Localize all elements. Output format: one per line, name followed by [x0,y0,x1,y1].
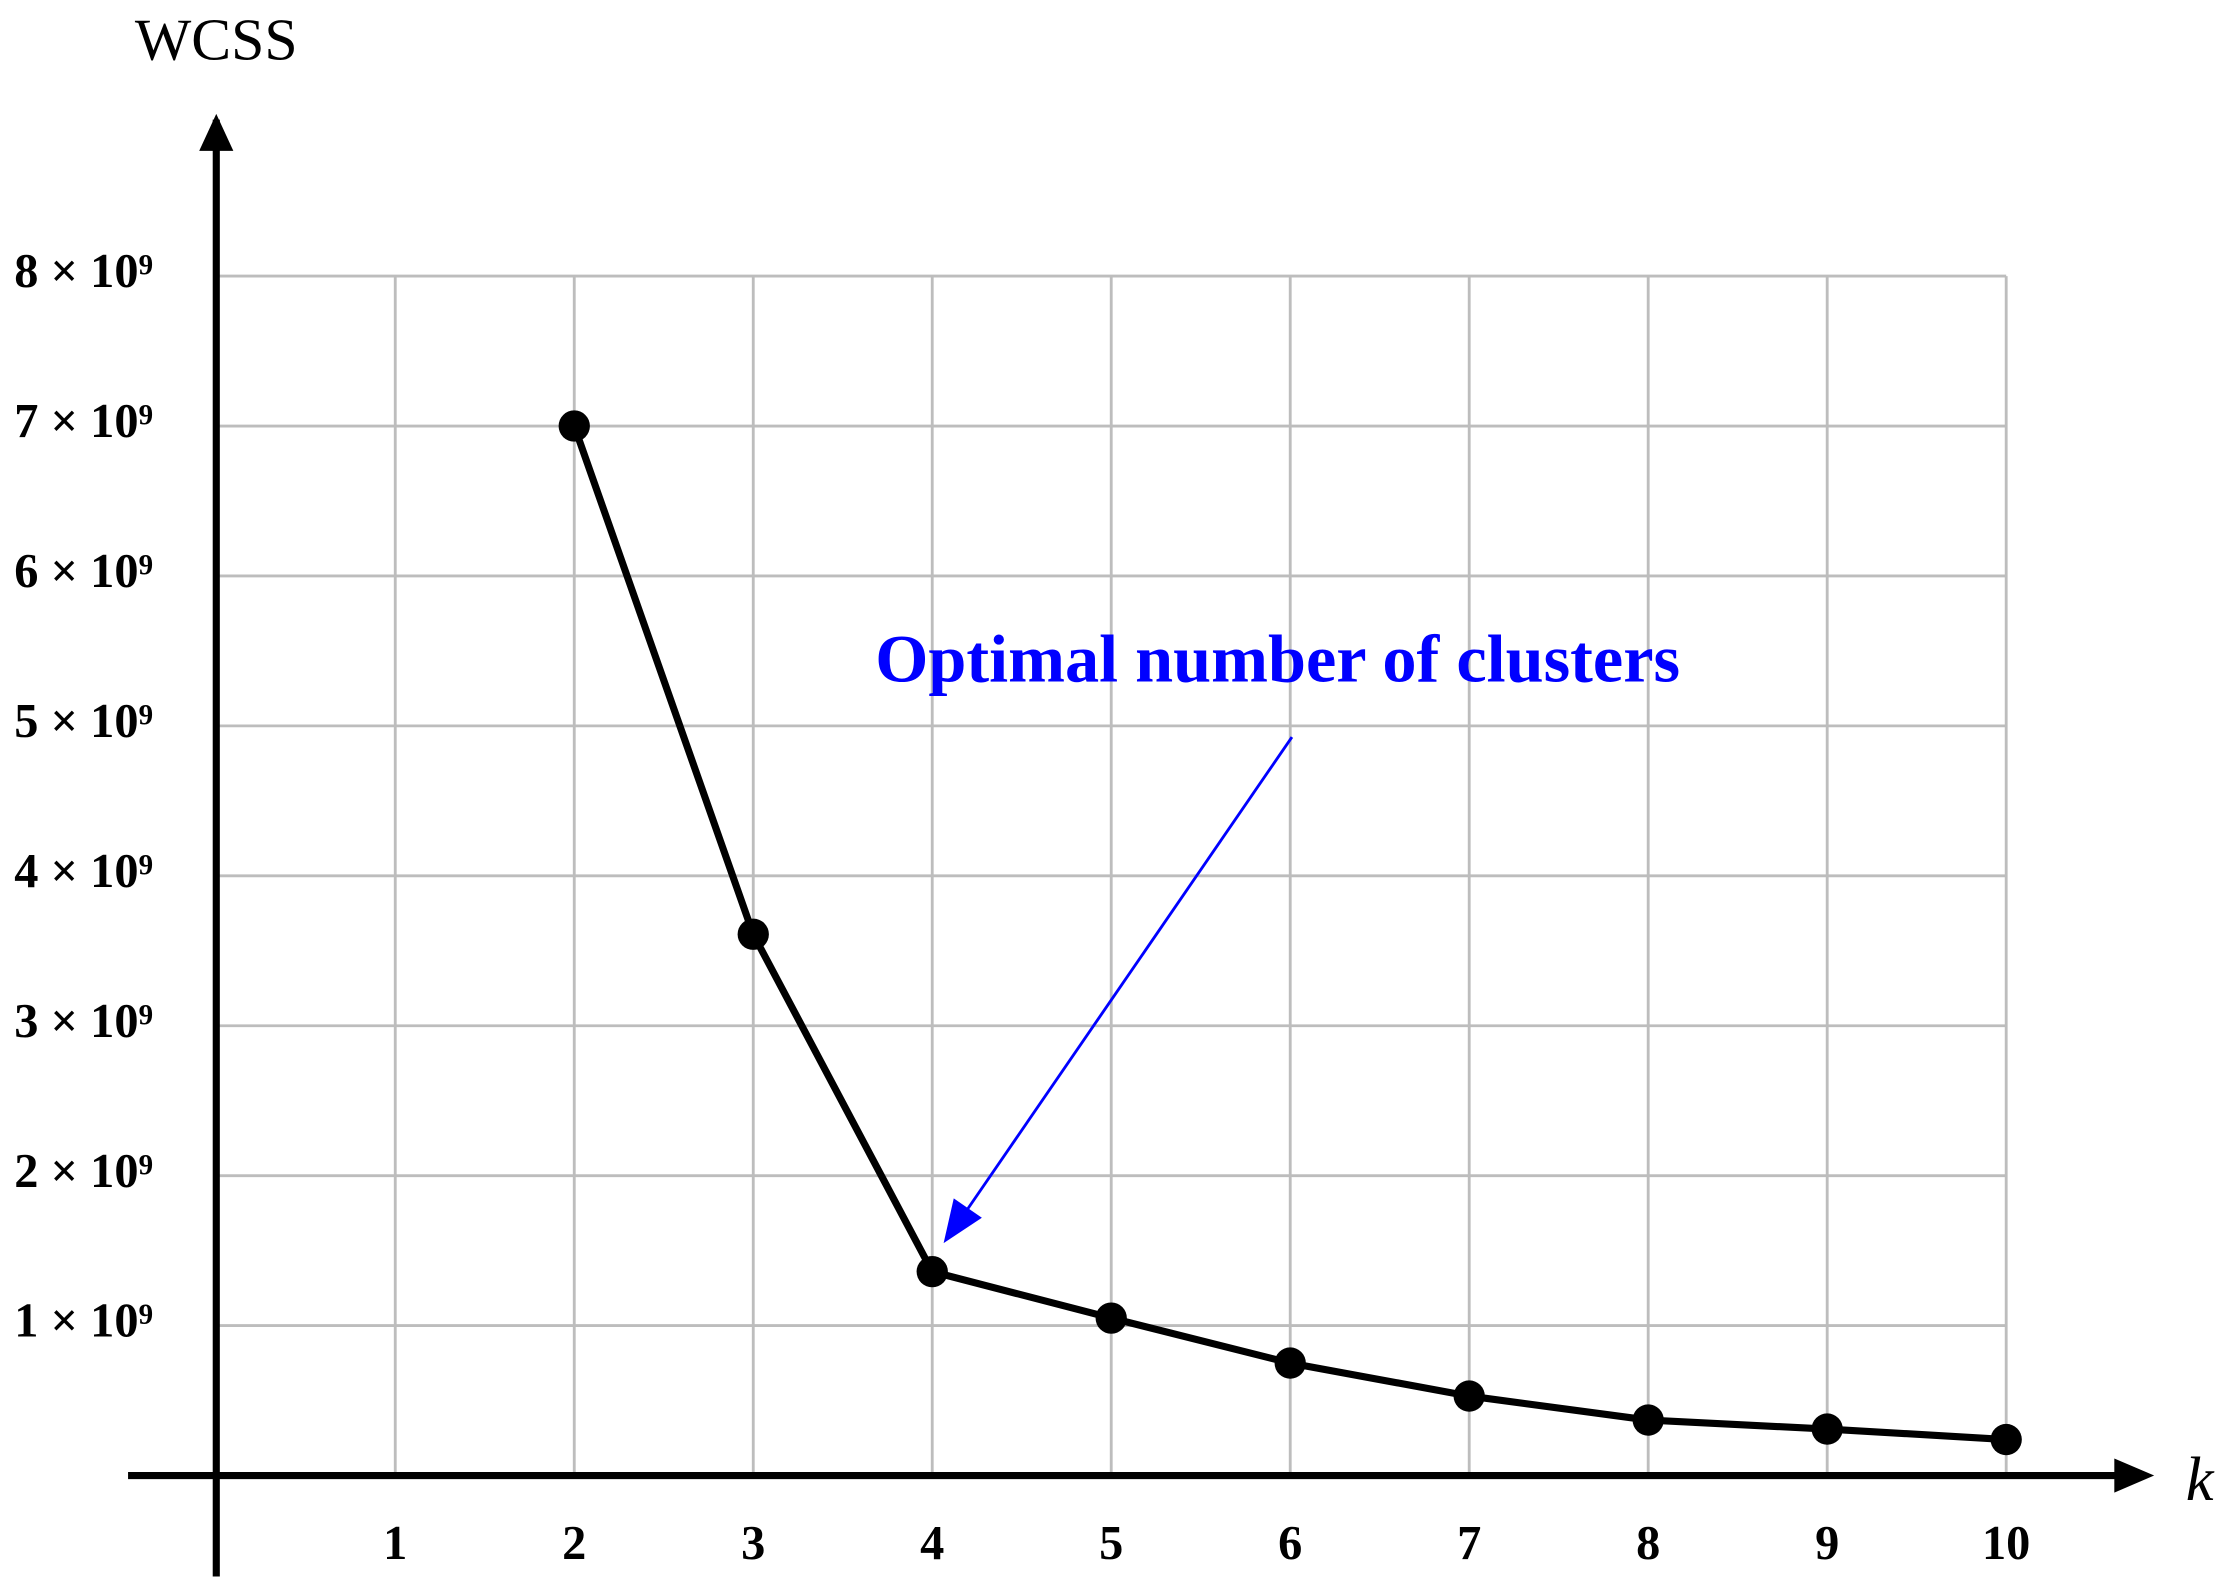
point [1632,1404,1664,1436]
point [737,918,769,950]
x-tick-label: 3 [741,1517,765,1570]
x-tick-label: 2 [562,1517,586,1570]
point [1095,1302,1127,1334]
y-axis-label: WCSS [135,6,298,72]
x-tick-label: 5 [1099,1517,1123,1570]
annotation: Optimal number of clusters [875,621,1680,697]
y-tick-label: 5 × 10⁹ [14,695,153,748]
point [558,410,590,442]
y-tick-label: 3 × 10⁹ [14,995,153,1048]
point [1274,1347,1306,1379]
grid [216,274,2008,1476]
x-tick-label: 6 [1278,1517,1302,1570]
y-axis-arrow [199,113,234,151]
x-axis-label: k [2186,1444,2215,1514]
x-tick-label: 7 [1457,1517,1481,1570]
point [1811,1413,1843,1445]
x-axis-arrow [2114,1458,2155,1493]
annotation-arrowhead [943,1198,982,1244]
x-tick-label: 10 [1982,1517,2030,1570]
point [916,1255,948,1288]
x-tick-label: 8 [1636,1517,1660,1570]
y-tick-label: 8 × 10⁹ [14,245,153,298]
x-tick-label: 1 [383,1517,407,1570]
point [1990,1423,2022,1456]
y-tick-label: 4 × 10⁹ [14,845,153,898]
plot [558,410,2022,1456]
y-tick-label: 6 × 10⁹ [14,545,153,598]
point [1453,1380,1485,1412]
y-tick-label: 1 × 10⁹ [14,1295,153,1348]
annotation-arrow [956,736,1294,1225]
y-tick-label: 7 × 10⁹ [14,395,153,448]
y-tick-label: 2 × 10⁹ [14,1145,153,1198]
x-tick-label: 9 [1815,1517,1839,1570]
x-tick-label: 4 [920,1517,944,1570]
